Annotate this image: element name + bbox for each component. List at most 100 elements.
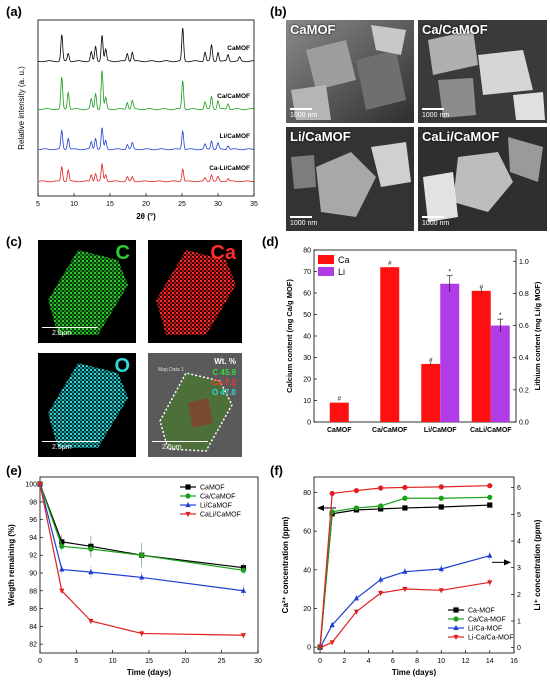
scale-label: 2.5μm <box>52 330 72 337</box>
data-point <box>487 502 493 508</box>
eds-map-calcium: Ca <box>148 240 242 343</box>
panel-label-b: (b) <box>270 4 287 19</box>
y-tick-label: 30 <box>303 355 311 362</box>
data-point <box>402 495 408 501</box>
data-point <box>353 505 360 511</box>
series-label: Ca-Li/CaMOF <box>209 165 250 172</box>
data-point <box>378 506 384 512</box>
series-label: Li/CaMOF <box>220 133 250 140</box>
bar-mark: # <box>337 396 341 403</box>
eds-grid: C 2.5μm Ca O 2.5μm Wt. % C 45.9 Ca 7.2 O… <box>32 240 242 458</box>
bar-mark: # <box>429 357 433 364</box>
scale-label: 2.5μm <box>162 444 182 451</box>
sem-grid: CaMOF 1000 nm Ca/CaMOF 1000 nm Li/CaMOF … <box>286 20 548 232</box>
legend-marker <box>185 493 191 499</box>
legend-marker <box>453 634 459 641</box>
data-point <box>487 483 493 489</box>
legend-swatch <box>318 255 334 264</box>
xrd-series-line <box>37 27 254 63</box>
data-point <box>487 552 493 558</box>
y-tick-label: 10 <box>303 398 311 405</box>
data-point <box>378 576 384 582</box>
data-point <box>438 504 444 510</box>
data-point <box>438 565 444 572</box>
eds-texture <box>48 363 128 448</box>
scale-label: 1000 nm <box>422 112 450 119</box>
x-tick-label: 10 <box>109 658 117 665</box>
x-tick-label: Li/CaMOF <box>424 427 457 434</box>
x-tick-label: 0 <box>318 658 322 665</box>
y-tick-label: 90 <box>29 571 37 578</box>
panel-label-f: (f) <box>270 463 283 478</box>
eds-element-label: C <box>115 242 130 264</box>
data-point <box>402 484 408 491</box>
sem-title: CaMOF <box>290 22 336 37</box>
y2-tick-label: 0.6 <box>519 323 529 330</box>
y-tick-label: 82 <box>29 642 37 649</box>
legend-marker <box>453 616 459 622</box>
y2-tick-label: 0.8 <box>519 291 529 298</box>
panel-label-d: (d) <box>262 234 279 249</box>
data-point <box>88 546 94 552</box>
y-tick-label: 0 <box>307 645 311 652</box>
sem-texture <box>286 20 414 123</box>
legend-label: Li/CaMOF <box>200 503 232 510</box>
chart-e-weight: 0 5 10 15 20 25 30 82 84 86 88 90 92 94 96 98 100 Time (d… <box>7 476 262 677</box>
data-point <box>378 590 384 597</box>
bar-li <box>440 283 460 422</box>
y-tick-label: 0 <box>307 420 311 427</box>
eds-overlay-map: Wt. % C 45.9 Ca 7.2 O 47.0 Map Data 1 2.… <box>148 353 242 457</box>
x-axis-label: Time (days) <box>127 668 172 677</box>
xrd-series-line <box>37 70 254 111</box>
data-point <box>329 640 335 646</box>
x-tick-label: 35 <box>250 201 258 208</box>
y2-axis-label: Li⁺ concentration (ppm) <box>533 519 542 610</box>
x-tick-label: 8 <box>415 658 419 665</box>
y-tick-label: 94 <box>29 535 37 542</box>
bar-ca <box>421 363 441 422</box>
legend-label: Li/Ca-MOF <box>468 626 502 633</box>
data-point <box>317 645 323 651</box>
series-label: CaMOF <box>227 45 250 52</box>
scale-label: 2.5μm <box>52 444 72 451</box>
panel-label-c: (c) <box>6 234 22 249</box>
sem-image-li-camof: Li/CaMOF 1000 nm <box>286 127 414 231</box>
x-tick-label: 14 <box>486 658 494 665</box>
x-tick-label: CaLi/CaMOF <box>470 427 512 434</box>
x-tick-label: 15 <box>145 658 153 665</box>
y-tick-label: 40 <box>303 334 311 341</box>
data-point <box>240 633 247 639</box>
y-tick-label: 84 <box>29 624 37 631</box>
x-tick-label: 5 <box>36 201 40 208</box>
data-point <box>88 618 94 625</box>
data-point <box>438 484 444 490</box>
y-tick-label: 98 <box>29 499 37 506</box>
legend-label: Li-Ca/Ca-MOF <box>468 635 514 642</box>
legend-label: Ca <box>338 255 350 265</box>
scale-bar <box>290 216 312 218</box>
legend-marker <box>185 501 191 508</box>
bar-li <box>490 325 510 422</box>
eds-element-label: Ca <box>210 242 236 264</box>
y2-axis-label: Lithium content (mg Li/g MOF) <box>533 281 542 390</box>
series-label: Ca/CaMOF <box>217 93 250 100</box>
y2-tick-label: 0.0 <box>519 420 529 427</box>
eds-overlay-texture <box>148 353 242 457</box>
y-tick-label: 88 <box>29 588 37 595</box>
legend-label: Li <box>338 267 345 277</box>
x-axis-label: 2θ (°) <box>136 212 156 221</box>
bar-ca <box>471 290 491 422</box>
data-point <box>402 568 408 574</box>
xrd-series-line <box>37 127 254 151</box>
scale-bar <box>42 327 98 328</box>
data-point <box>438 588 444 594</box>
data-point <box>353 609 360 615</box>
y2-tick-label: 6 <box>517 485 521 492</box>
bar-ca <box>380 267 400 422</box>
x-tick-label: 4 <box>367 658 371 665</box>
bar-ca <box>329 402 349 422</box>
data-point <box>329 490 335 497</box>
scale-bar <box>152 441 208 442</box>
y-tick-label: 100 <box>25 482 37 489</box>
